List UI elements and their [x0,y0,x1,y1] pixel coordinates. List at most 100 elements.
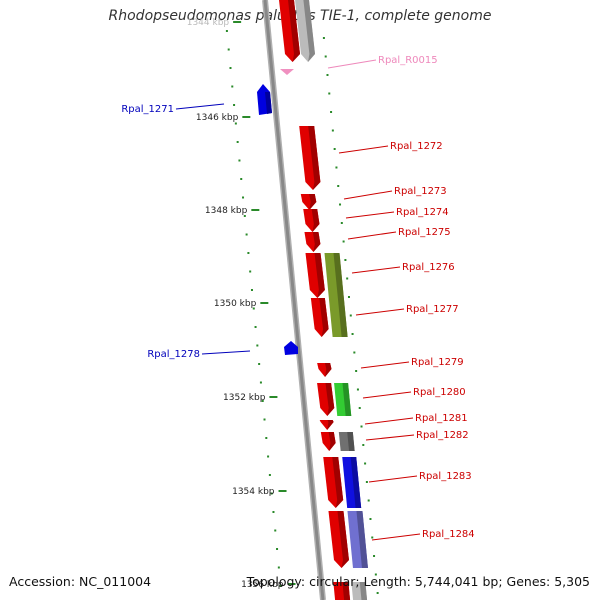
ruler-tick-label: 1352 kbp [223,393,266,403]
gene-leader-line [338,145,389,154]
gene-label[interactable]: Rpal_1281 [415,413,468,424]
gene-bar-shade [327,420,334,430]
inner-track-dot [247,252,250,254]
feature-bar-shade [337,298,348,337]
inner-track-dot [229,67,232,69]
outer-track-dot [364,462,367,465]
gene-label[interactable]: Rpal_1279 [411,357,464,368]
inner-track-dot [267,455,270,458]
inner-track-dot [242,196,245,199]
inner-track-dot [250,289,253,291]
outer-track-dot [351,333,354,335]
gene-label[interactable]: Rpal_1276 [402,262,455,273]
gene-label[interactable]: Rpal_1273 [394,186,447,197]
gene-bar-shade [319,298,329,337]
outer-track-dot [337,185,340,187]
feature-bar-shade [356,511,368,568]
outer-track-dot [349,314,352,317]
inner-track-dot [254,326,257,328]
ruler-tick-label: 1348 kbp [205,206,248,216]
inner-track-dot [268,474,271,476]
gene-bar-shade [342,582,351,600]
gene-leader-line [351,266,401,274]
outer-track-dot [322,37,325,39]
outer-track-dot [324,55,327,58]
gene-leader-line [362,391,412,399]
gene-bar-shade [332,457,344,508]
outer-track-dot [340,222,343,224]
outer-track-dot [355,370,358,372]
rna-marker [280,69,294,75]
feature-bar-shade [303,0,316,62]
gene-bar-reverse-shade [265,92,272,114]
genome-summary-text: Topology: circular; Length: 5,744,041 bp… [246,574,590,589]
inner-track-dot [245,233,248,236]
gene-label[interactable]: Rpal_1275 [398,227,451,238]
gene-label[interactable]: Rpal_1284 [422,529,475,540]
gene-bar-shade [312,232,321,252]
feature-bar-shade [342,383,352,416]
gene-bar-shade [308,126,321,190]
inner-track-dot [225,30,228,32]
gene-label[interactable]: Rpal_1282 [416,430,469,441]
gene-leader-line [360,361,410,369]
outer-track-dot [342,240,345,243]
ruler-tick-label: 1346 kbp [196,113,239,123]
outer-track-dot [328,92,331,95]
gene-leader-line [175,103,225,110]
gene-leader-line [365,434,415,441]
inner-track-dot [249,270,252,273]
gene-label[interactable]: Rpal_1274 [396,207,449,218]
outer-track-dot [362,444,365,446]
gene-bar-shade [328,432,336,451]
gene-bar-shade [325,383,335,416]
outer-track-dot [365,481,368,483]
backbone-line [263,0,325,600]
gene-label[interactable]: Rpal_1272 [390,141,443,152]
inner-track-dot [231,85,234,88]
gene-label[interactable]: Rpal_1283 [419,471,472,482]
inner-track-dot [276,548,279,550]
ruler-tick-label: 1350 kbp [214,299,257,309]
gene-label[interactable]: Rpal_1271 [121,104,174,115]
outer-track-dot [353,351,356,354]
gene-label[interactable]: Rpal_1280 [413,387,466,398]
inner-track-dot [277,566,280,569]
inner-track-dot [279,585,282,587]
inner-track-dot [240,178,243,180]
gene-leader-line [343,190,393,200]
inner-track-dot [233,104,236,106]
gene-bar-shade [309,194,317,210]
gene-leader-line [345,211,395,219]
outer-track-dot [333,148,336,150]
gene-bar-shade [337,511,349,568]
outer-track-dot [347,296,350,298]
gene-leader-line [355,308,405,316]
ruler-tick-label: 1344 kbp [187,18,230,28]
inner-track-dot [259,381,262,384]
inner-track-dot [265,437,268,439]
gene-leader-line [201,350,251,355]
inner-track-dot [252,307,255,310]
gene-bar-shade [324,363,332,377]
inner-track-dot [270,492,273,495]
feature-bar-shade [350,457,362,508]
inner-track-dot [243,215,246,217]
outer-track-dot [367,499,370,502]
gene-bar-reverse [284,341,298,355]
gene-label[interactable]: Rpal_1277 [406,304,459,315]
outer-track-dot [373,555,376,557]
outer-track-dot [346,277,349,280]
outer-track-dot [330,111,333,113]
outer-track-dot [344,259,347,261]
gene-label[interactable]: Rpal_R0015 [378,55,438,66]
inner-track-dot [263,418,266,421]
gene-leader-line [371,533,421,541]
inner-track-dot [272,511,275,513]
outer-track-dot [331,129,334,132]
gene-label[interactable]: Rpal_1278 [147,349,200,360]
outer-track-dot [374,573,377,576]
inner-track-dot [236,141,239,143]
